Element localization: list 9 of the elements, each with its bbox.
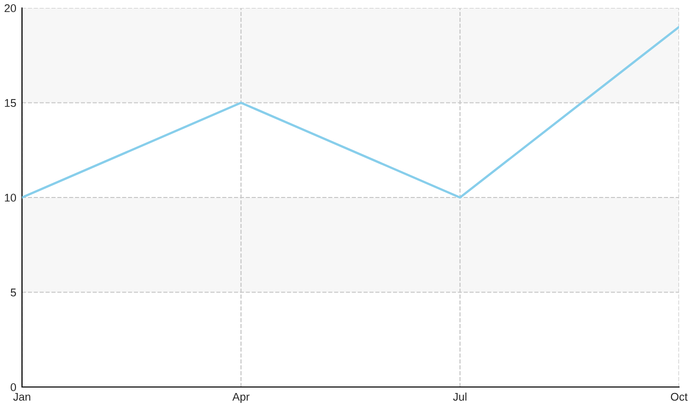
y-tick-label: 15	[4, 99, 16, 107]
x-tick-label: Jul	[453, 392, 466, 401]
x-tick-label: Apr	[232, 392, 250, 403]
x-tick-label: Oct	[670, 392, 688, 401]
y-tick-label: 0	[10, 383, 16, 392]
y-tick-label: 20	[4, 4, 16, 12]
y-tick-label: 5	[10, 288, 16, 296]
x-tick-label: Jan	[13, 392, 30, 401]
y-tick-label: 10	[4, 194, 16, 202]
